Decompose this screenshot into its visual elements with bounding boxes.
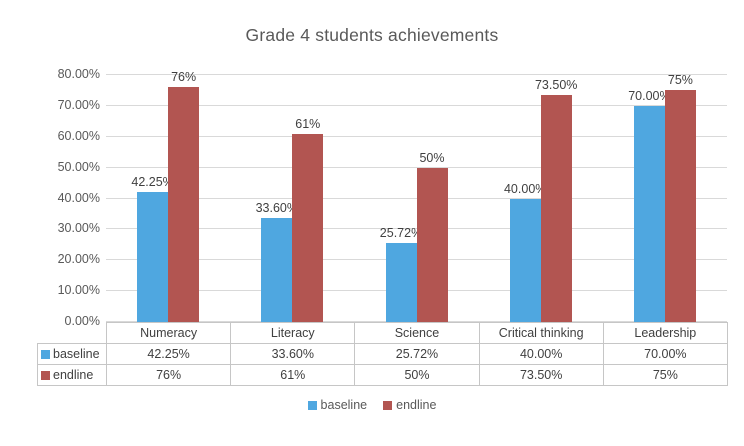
y-axis-label: 70.00% [57, 97, 100, 112]
y-axis-label: 10.00% [57, 283, 100, 298]
table-cell-endline-leadership: 75% [602, 364, 728, 386]
table-cell-endline-literacy: 61% [230, 364, 356, 386]
table-category-header-critical-thinking: Critical thinking [478, 322, 604, 344]
table-cell-endline-critical-thinking: 73.50% [478, 364, 604, 386]
gridline [106, 104, 727, 106]
bar-label-endline-science: 50% [419, 150, 445, 165]
legend-swatch-baseline-icon [307, 400, 317, 410]
legend-item-baseline: baseline [307, 398, 368, 412]
bar-label-endline-critical-thinking: 73.50% [534, 78, 578, 93]
bar-label-baseline-numeracy: 42.25% [131, 174, 174, 189]
data-table: Numeracy Literacy Science Critical thinking… [37, 322, 728, 386]
bar-endline-leadership [664, 90, 696, 322]
y-axis-label: 60.00% [57, 128, 100, 143]
table-row-baseline: baseline 42.25% 33.60% 25.72% 40.00% 70.00% [37, 343, 728, 365]
bar-endline-numeracy [168, 87, 200, 322]
legend-label-endline: endline [396, 398, 437, 412]
table-row-label-endline: endline [37, 364, 107, 386]
bar-label-endline-leadership: 75% [667, 73, 693, 88]
y-axis-label: 50.00% [57, 159, 100, 174]
bar-label-baseline-leadership: 70.00% [628, 88, 671, 103]
y-axis-label: 80.00% [57, 67, 100, 81]
table-category-header-literacy: Literacy [230, 322, 356, 344]
bar-endline-critical-thinking [540, 95, 572, 322]
y-axis-label: 30.00% [57, 221, 100, 236]
table-cell-endline-numeracy: 76% [105, 364, 232, 386]
table-corner-cell [37, 322, 107, 344]
bar-baseline-literacy [261, 218, 293, 322]
series-name-label: endline [53, 368, 94, 382]
bar-baseline-leadership [633, 105, 665, 322]
bar-baseline-science [385, 242, 417, 322]
table-cell-endline-science: 50% [354, 364, 480, 386]
table-cell-baseline-science: 25.72% [354, 343, 480, 365]
bar-label-endline-numeracy: 76% [171, 70, 197, 85]
series-name-label: baseline [53, 347, 100, 361]
gridline [106, 74, 727, 75]
gridline [106, 166, 727, 168]
table-cell-baseline-leadership: 70.00% [602, 343, 728, 365]
y-axis-label: 20.00% [57, 252, 100, 267]
gridline [106, 135, 727, 137]
table-category-header-numeracy: Numeracy [105, 322, 232, 344]
bar-endline-science [416, 167, 448, 322]
y-axis-label: 40.00% [57, 190, 100, 205]
legend: baseline endline [0, 398, 744, 412]
legend-label-baseline: baseline [320, 398, 368, 412]
bar-label-baseline-literacy: 33.60% [255, 201, 298, 216]
table-header-row: Numeracy Literacy Science Critical thinking… [37, 322, 728, 344]
legend-swatch-endline-icon [383, 400, 393, 410]
bar-endline-literacy [292, 133, 324, 322]
bar-label-baseline-science: 25.72% [379, 225, 423, 240]
bar-label-endline-literacy: 61% [295, 116, 321, 131]
table-category-header-leadership: Leadership [602, 322, 728, 344]
table-cell-baseline-critical-thinking: 40.00% [478, 343, 604, 365]
bar-label-baseline-critical-thinking: 40.00% [503, 181, 547, 196]
table-category-header-science: Science [354, 322, 480, 344]
bar-baseline-critical-thinking [509, 198, 541, 322]
table-row-label-baseline: baseline [37, 343, 107, 365]
legend-key-endline-icon [41, 371, 50, 380]
table-cell-baseline-numeracy: 42.25% [105, 343, 232, 365]
chart-title: Grade 4 students achievements [245, 25, 499, 45]
bar-baseline-numeracy [137, 191, 169, 322]
table-cell-baseline-literacy: 33.60% [230, 343, 356, 365]
legend-item-endline: endline [383, 398, 436, 412]
legend-key-baseline-icon [41, 350, 50, 359]
table-row-endline: endline 76% 61% 50% 73.50% 75% [37, 364, 728, 386]
